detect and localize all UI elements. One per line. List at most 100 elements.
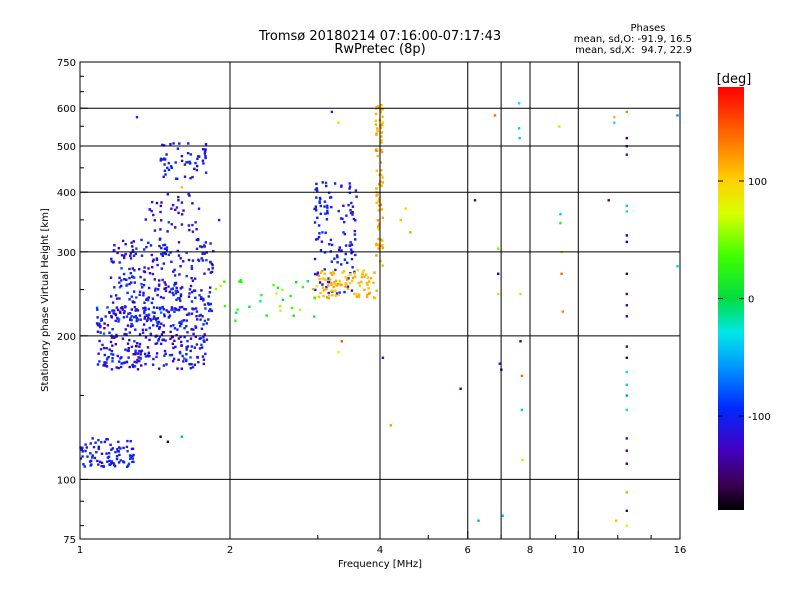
- data-point: [120, 362, 123, 365]
- data-point: [129, 325, 133, 328]
- data-point: [158, 244, 161, 248]
- data-point: [248, 305, 251, 308]
- data-point: [625, 136, 628, 140]
- data-point: [136, 352, 140, 355]
- data-point: [325, 286, 328, 289]
- data-point: [105, 361, 108, 364]
- data-point: [183, 335, 186, 339]
- data-point: [380, 139, 383, 142]
- data-point: [348, 282, 352, 285]
- data-point: [203, 333, 206, 336]
- data-point: [325, 218, 329, 221]
- data-point: [558, 125, 561, 128]
- data-point: [187, 161, 190, 164]
- data-point: [138, 342, 142, 346]
- data-point: [165, 309, 168, 312]
- data-point: [180, 201, 184, 204]
- data-point: [560, 272, 563, 275]
- data-point: [132, 290, 136, 293]
- data-point: [156, 263, 159, 267]
- data-point: [376, 105, 380, 108]
- data-point: [113, 286, 116, 289]
- data-point: [196, 318, 199, 321]
- data-point: [333, 281, 336, 284]
- data-point: [327, 284, 330, 287]
- data-point: [315, 182, 318, 186]
- data-point: [177, 211, 180, 215]
- stats-o: mean, sd,O: -91.9, 16.5: [574, 34, 692, 45]
- data-point: [115, 333, 118, 337]
- data-point: [118, 297, 121, 300]
- data-point: [170, 260, 173, 263]
- data-point: [152, 306, 156, 309]
- data-point: [236, 308, 239, 311]
- data-point: [343, 290, 346, 294]
- data-point: [126, 349, 129, 352]
- data-point: [171, 360, 175, 363]
- data-point: [160, 311, 163, 314]
- data-point: [118, 286, 122, 289]
- data-point: [130, 281, 133, 284]
- data-point: [79, 457, 82, 460]
- data-point: [377, 247, 380, 250]
- data-point: [157, 338, 161, 341]
- data-point: [374, 119, 377, 122]
- data-point: [163, 281, 166, 284]
- data-point: [117, 360, 121, 363]
- data-point: [110, 352, 113, 356]
- data-point: [91, 454, 94, 457]
- data-point: [104, 364, 107, 367]
- data-point: [318, 196, 322, 200]
- data-point: [327, 281, 331, 284]
- data-point: [190, 267, 194, 270]
- data-point: [195, 247, 199, 250]
- data-point: [121, 308, 124, 311]
- data-point: [133, 301, 136, 304]
- data-point: [197, 258, 200, 262]
- data-point: [125, 278, 128, 281]
- data-point: [177, 297, 180, 300]
- data-point: [162, 308, 165, 311]
- data-point: [179, 335, 182, 339]
- data-point: [111, 328, 114, 331]
- data-point: [207, 303, 210, 306]
- data-point: [313, 221, 317, 224]
- data-point: [110, 295, 113, 298]
- data-point: [344, 276, 347, 279]
- data-point: [133, 269, 136, 272]
- data-point: [204, 148, 207, 151]
- data-point: [191, 230, 195, 233]
- data-point: [147, 313, 151, 316]
- data-point: [103, 362, 106, 365]
- data-point: [200, 343, 203, 346]
- data-point: [179, 293, 183, 296]
- data-point: [117, 440, 120, 444]
- data-point: [353, 270, 356, 274]
- data-point: [181, 305, 184, 309]
- data-point: [375, 148, 378, 151]
- data-point: [380, 150, 384, 154]
- data-point: [323, 272, 326, 275]
- data-point: [142, 283, 146, 287]
- data-point: [117, 320, 120, 323]
- data-point: [381, 246, 385, 249]
- data-point: [348, 187, 351, 190]
- data-point: [172, 324, 175, 327]
- data-point: [161, 305, 164, 309]
- data-point: [170, 166, 173, 169]
- data-point: [88, 460, 92, 463]
- data-point: [84, 443, 87, 446]
- data-point: [311, 288, 315, 291]
- data-point: [209, 242, 212, 245]
- data-point: [144, 355, 148, 358]
- data-point: [98, 360, 101, 363]
- data-point: [180, 159, 184, 163]
- data-point: [164, 339, 167, 342]
- data-point: [158, 306, 162, 310]
- x-tick-label: 10: [572, 545, 585, 556]
- data-point: [135, 296, 138, 299]
- data-point: [344, 252, 347, 256]
- data-point: [173, 284, 176, 287]
- data-point: [212, 250, 215, 253]
- data-point: [103, 361, 106, 364]
